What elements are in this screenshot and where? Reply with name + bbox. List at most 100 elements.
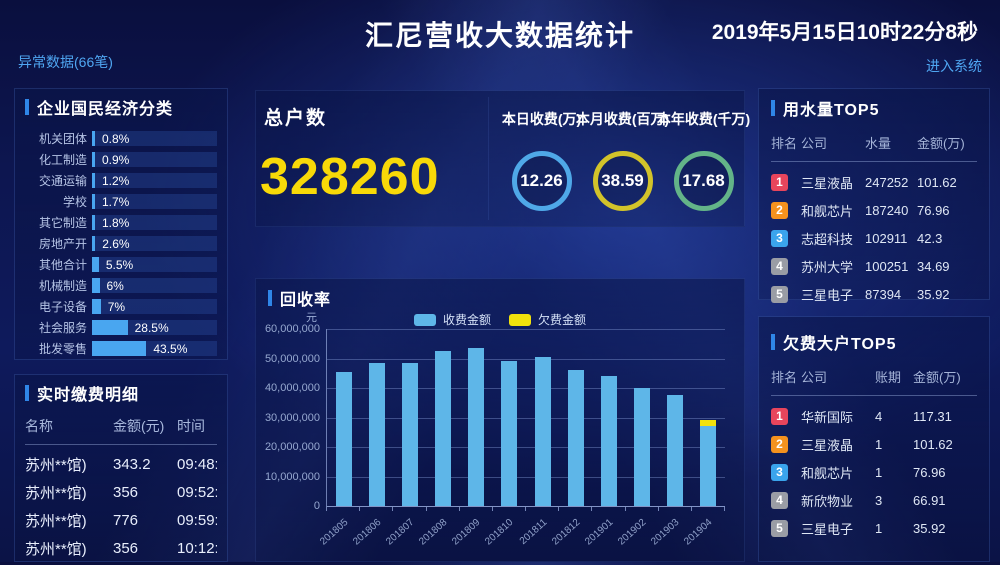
title-marker [25,385,29,401]
cell-period: 1 [875,436,883,452]
x-axis-tick-label: 201811 [517,517,549,548]
bar[interactable] [600,376,617,506]
x-axis-tick [458,507,460,511]
column-header-amount: 金额(万) [917,136,965,151]
bar[interactable] [335,371,352,506]
gauge-ring: 38.59 [592,151,653,211]
gridline [327,417,725,419]
cell-time: 10:12:16 [177,539,217,557]
category-bar-fill[interactable] [92,299,101,314]
category-bar-fill[interactable] [92,173,95,188]
category-bar-fill[interactable] [92,194,95,209]
category-value: 1.7% [102,194,130,209]
cell-name: 苏州**馆) [25,456,87,474]
y-axis-tick-label: 50,000,000 [264,352,320,365]
x-axis-tick [425,507,427,511]
x-axis-tick-label: 201806 [350,517,384,548]
bar[interactable] [667,394,684,506]
bar-segment [567,370,584,506]
legend-item[interactable]: 欠费金额 [509,311,586,328]
cell-company: 三星液晶 [801,175,854,191]
panel-realtime-payments: 实时缴费明细 名称 金额(元) 时间 苏州**馆) 343.2 09:48:09 苏州… [14,374,228,562]
table-row: 4 苏州大学 100251 34.69 [771,252,977,280]
category-label: 其他合计 [38,258,87,272]
bar[interactable] [368,362,385,506]
legend-item[interactable]: 收费金额 [413,311,491,328]
chart-legend: 收费金额 欠费金额 [256,311,744,328]
cell-volume: 100251 [865,258,909,274]
abnormal-data-link[interactable]: 异常数据(66笔) [18,54,113,70]
category-bar-track: 6% [92,278,217,293]
bar[interactable] [700,419,717,506]
cell-volume: 102911 [865,230,908,246]
category-bar-fill[interactable] [92,320,128,335]
table-row: 5 三星电子 1 35.92 [771,514,977,542]
arrears-top5-table-body: 1 华新国际 4 117.31 2 三星液晶 1 101.62 3 和舰芯片 1 76.96 4 新欣物业… [771,402,977,542]
table-row: 苏州**馆) 776 09:59:15 [25,506,217,534]
category-value: 0.8% [102,131,130,146]
category-value: 43.5% [153,341,188,356]
category-label: 电子设备 [38,300,87,314]
bar[interactable] [401,362,418,506]
rank-badge: 5 [771,285,788,303]
category-bar-track: 28.5% [92,320,217,335]
x-axis-tick [326,507,327,511]
cell-company: 三星液晶 [801,437,854,453]
rank-cell: 1 [771,173,801,191]
cell-amount: 35.92 [917,286,950,302]
cell-name: 苏州**馆) [25,540,87,558]
cell-company: 志超科技 [801,231,854,247]
bar[interactable] [501,361,518,506]
cell-amount: 117.31 [913,408,952,424]
legend-swatch [509,313,531,326]
bar[interactable] [567,370,584,506]
category-label: 学校 [62,195,87,209]
bar-segment [634,388,651,506]
rank-badge: 2 [771,435,788,453]
panel-arrears-top5: 欠费大户TOP5 排名 公司 账期 金额(万) 1 华新国际 4 117.31 2 三星液… [758,316,990,562]
cell-time: 09:52:10 [177,483,217,501]
category-bar-fill[interactable] [92,236,96,251]
rank-cell: 5 [771,519,801,537]
cell-company: 和舰芯片 [801,465,854,481]
rank-cell: 3 [771,229,801,247]
y-axis-unit-label: 元 [306,312,317,324]
bar-segment [700,419,717,427]
arrears-top5-header-row: 排名 公司 账期 金额(万) [771,367,977,386]
table-row-clipped: 苏州**馆)343.209:48:09 [25,445,217,450]
category-bar-fill[interactable] [92,257,99,272]
x-axis-tick-label: 201807 [384,517,417,548]
category-label: 房地产开 [38,237,87,251]
rank-cell: 1 [771,407,801,425]
gauge-ring: 12.26 [511,151,572,211]
bar-segment [501,361,518,506]
cell-volume: 247252 [865,174,909,190]
panel-title: 回收率 [280,292,332,309]
table-row: 5 三星电子 87394 35.92 [771,280,977,308]
gauge-label: 本月收费(百万) [575,111,670,127]
bar-segment [435,351,452,506]
bar[interactable] [634,388,651,506]
column-header-time: 时间 [177,418,205,434]
cell-amount: 356 [113,539,139,557]
rank-cell: 3 [771,463,801,481]
cell-period: 1 [875,520,883,536]
bar[interactable] [435,351,452,506]
table-row: 苏州**馆) 356 09:52:10 [25,478,217,506]
category-bar-fill[interactable] [92,131,95,146]
enter-system-link[interactable]: 进入系统 [926,58,982,74]
category-bar-fill[interactable] [92,341,147,356]
category-bar-fill[interactable] [92,152,95,167]
bar[interactable] [534,357,551,506]
category-bar-fill[interactable] [92,278,100,293]
table-row: 3 和舰芯片 1 76.96 [771,458,977,486]
category-row: 学校 1.7% [25,191,217,212]
cell-company: 三星电子 [801,287,854,303]
bar[interactable] [468,348,485,506]
payments-table-body: 苏州**馆)343.209:48:09苏州**馆)343.209:48:09苏州… [25,445,217,565]
bar-segment [468,348,485,506]
category-bar-fill[interactable] [92,215,95,230]
gridline [327,358,725,360]
table-row: 苏州**馆) 356 10:12:16 [25,534,217,562]
